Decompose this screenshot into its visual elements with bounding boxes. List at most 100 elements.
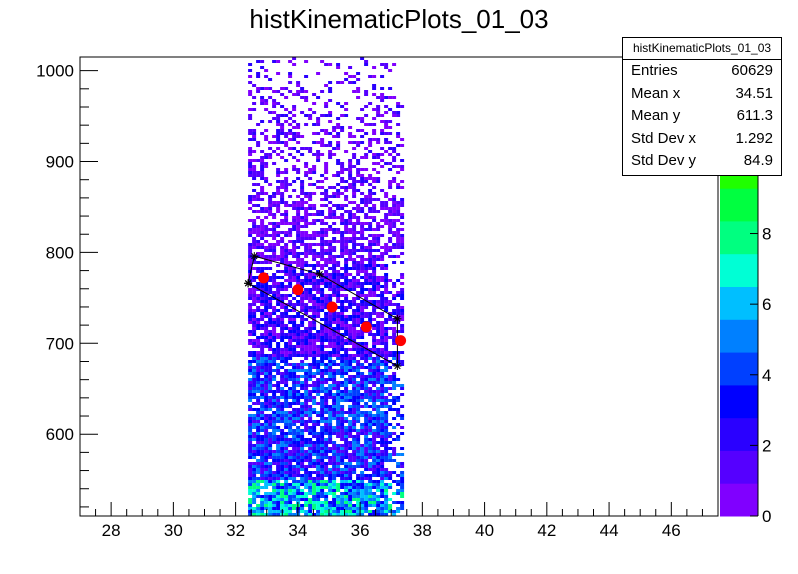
- heatmap-cell: [392, 333, 397, 336]
- heatmap-cell: [328, 99, 333, 102]
- heatmap-cell: [384, 207, 389, 210]
- heatmap-cell: [256, 270, 261, 273]
- heatmap-cell: [272, 471, 277, 474]
- heatmap-cell: [292, 396, 297, 399]
- heatmap-cell: [368, 351, 373, 354]
- heatmap-cell: [372, 444, 377, 447]
- heatmap-cell: [260, 486, 265, 489]
- heatmap-cell: [292, 513, 297, 516]
- heatmap-cell: [352, 483, 357, 486]
- z-tick-label: 6: [762, 295, 771, 314]
- heatmap-cell: [296, 483, 301, 486]
- heatmap-cell: [348, 411, 353, 414]
- heatmap-cell: [248, 198, 253, 201]
- heatmap-cell: [352, 471, 357, 474]
- heatmap-cell: [276, 507, 281, 510]
- heatmap-cell: [380, 246, 385, 249]
- heatmap-cell: [320, 279, 325, 282]
- heatmap-cell: [268, 480, 273, 483]
- heatmap-cell: [284, 483, 289, 486]
- heatmap-cell: [268, 279, 273, 282]
- heatmap-cell: [316, 210, 321, 213]
- heatmap-cell: [256, 243, 261, 246]
- heatmap-cell: [300, 297, 305, 300]
- heatmap-cell: [328, 201, 333, 204]
- heatmap-cell: [328, 471, 333, 474]
- heatmap-cell: [364, 273, 369, 276]
- heatmap-cell: [260, 96, 265, 99]
- heatmap-cell: [360, 264, 365, 267]
- heatmap-cell: [260, 261, 265, 264]
- heatmap-cell: [400, 432, 405, 435]
- heatmap-cell: [400, 165, 405, 168]
- heatmap-cell: [268, 504, 273, 507]
- heatmap-cell: [380, 480, 385, 483]
- heatmap-cell: [384, 306, 389, 309]
- heatmap-cell: [272, 348, 277, 351]
- heatmap-cell: [316, 366, 321, 369]
- heatmap-cell: [252, 303, 257, 306]
- heatmap-cell: [260, 411, 265, 414]
- heatmap-cell: [248, 414, 253, 417]
- heatmap-cell: [252, 414, 257, 417]
- heatmap-cell: [376, 171, 381, 174]
- heatmap-cell: [384, 474, 389, 477]
- heatmap-cell: [264, 156, 269, 159]
- heatmap-cell: [256, 171, 261, 174]
- heatmap-cell: [360, 453, 365, 456]
- heatmap-cell: [316, 393, 321, 396]
- heatmap-cell: [344, 513, 349, 516]
- heatmap-cell: [348, 426, 353, 429]
- heatmap-cell: [268, 288, 273, 291]
- heatmap-cell: [268, 462, 273, 465]
- heatmap-cell: [372, 399, 377, 402]
- heatmap-cell: [276, 204, 281, 207]
- heatmap-cell: [288, 474, 293, 477]
- heatmap-cell: [344, 495, 349, 498]
- heatmap-cell: [360, 465, 365, 468]
- heatmap-cell: [336, 264, 341, 267]
- heatmap-cell: [388, 405, 393, 408]
- heatmap-cell: [328, 141, 333, 144]
- heatmap-cell: [352, 252, 357, 255]
- heatmap-cell: [312, 396, 317, 399]
- y-tick-label: 700: [46, 334, 74, 353]
- heatmap-cell: [288, 375, 293, 378]
- heatmap-cell: [392, 357, 397, 360]
- heatmap-cell: [380, 159, 385, 162]
- heatmap-cell: [300, 420, 305, 423]
- heatmap-cell: [364, 402, 369, 405]
- heatmap-cell: [284, 231, 289, 234]
- heatmap-cell: [260, 312, 265, 315]
- heatmap-cell: [348, 177, 353, 180]
- heatmap-cell: [336, 189, 341, 192]
- heatmap-cell: [312, 213, 317, 216]
- heatmap-cell: [272, 234, 277, 237]
- stats-title: histKinematicPlots_01_03: [623, 38, 781, 60]
- heatmap-cell: [344, 429, 349, 432]
- heatmap-cell: [296, 246, 301, 249]
- heatmap-cell: [352, 336, 357, 339]
- heatmap-cell: [292, 477, 297, 480]
- heatmap-cell: [276, 294, 281, 297]
- heatmap-cell: [276, 396, 281, 399]
- star-stroke: [394, 315, 401, 322]
- heatmap-cell: [284, 264, 289, 267]
- heatmap-cell: [260, 354, 265, 357]
- heatmap-cell: [248, 426, 253, 429]
- heatmap-cell: [316, 156, 321, 159]
- heatmap-cell: [308, 513, 313, 516]
- heatmap-cell: [332, 288, 337, 291]
- heatmap-cell: [348, 483, 353, 486]
- heatmap-cell: [288, 234, 293, 237]
- heatmap-cell: [284, 234, 289, 237]
- heatmap-cell: [336, 159, 341, 162]
- heatmap-cell: [296, 453, 301, 456]
- heatmap-cell: [344, 351, 349, 354]
- heatmap-cell: [268, 330, 273, 333]
- heatmap-cell: [292, 348, 297, 351]
- heatmap-cell: [308, 108, 313, 111]
- heatmap-cell: [356, 294, 361, 297]
- heatmap-cell: [304, 291, 309, 294]
- heatmap-cell: [264, 369, 269, 372]
